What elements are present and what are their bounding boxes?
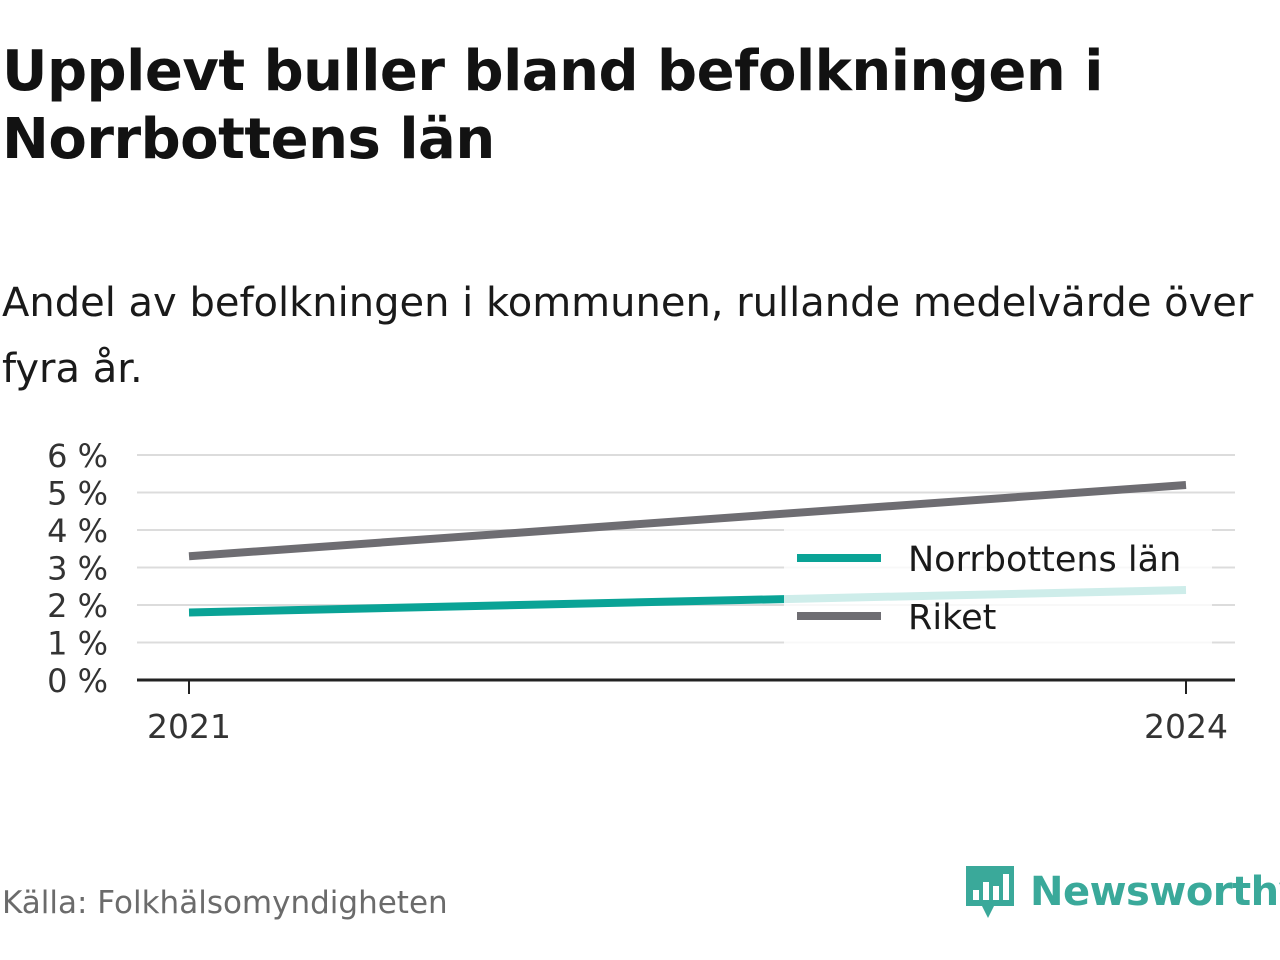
y-tick-label: 1 % — [47, 625, 108, 663]
x-tick-label: 2021 — [147, 707, 231, 746]
chart-subtitle: Andel av befolkningen i kommunen, rullan… — [2, 280, 1254, 392]
brand-name: Newsworthy — [1030, 869, 1280, 915]
y-tick-label: 6 % — [47, 437, 108, 475]
y-tick-label: 0 % — [47, 662, 108, 700]
legend-label: Norrbottens län — [908, 540, 1181, 580]
newsworthy-logo-icon — [966, 866, 1014, 918]
y-tick-label: 2 % — [47, 587, 108, 625]
y-tick-label: 4 % — [47, 512, 108, 550]
series-line-riket — [188, 481, 1187, 561]
legend-label: Riket — [908, 598, 996, 638]
brand-logo: Newsworthy — [964, 862, 1280, 922]
y-tick-label: 5 % — [47, 475, 108, 513]
source-note: Källa: Folkhälsomyndigheten — [2, 885, 448, 921]
y-tick-label: 3 % — [47, 550, 108, 588]
x-tick-label: 2024 — [1144, 707, 1228, 746]
legend-background — [784, 528, 1212, 650]
chart-title: Upplevt buller bland befolkningen i Norr… — [2, 39, 1103, 172]
